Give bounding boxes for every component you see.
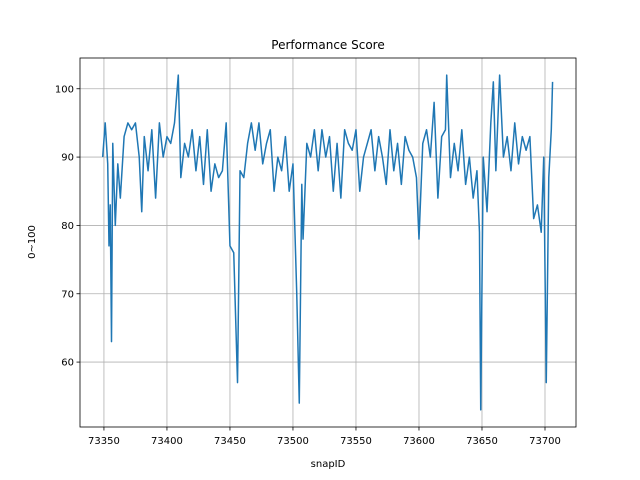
x-tick-label: 73550 — [340, 436, 372, 447]
y-tick-label: 80 — [61, 221, 74, 232]
x-tick-label: 73700 — [529, 436, 561, 447]
line-series — [101, 74, 554, 411]
x-tick-label: 73500 — [277, 436, 309, 447]
chart-title: Performance Score — [271, 38, 384, 52]
plot-frame — [79, 57, 577, 428]
y-tick-label: 90 — [61, 153, 74, 164]
x-tick-label: 73350 — [88, 436, 120, 447]
x-tick-label: 73450 — [214, 436, 246, 447]
y-tick-label: 100 — [55, 84, 74, 95]
x-axis-label: snapID — [311, 459, 346, 470]
y-axis-label: 0~100 — [27, 225, 38, 259]
x-tick-label: 73600 — [403, 436, 435, 447]
x-tick-label: 73400 — [151, 436, 183, 447]
y-tick-label: 60 — [61, 358, 74, 369]
x-tick-label: 73650 — [466, 436, 498, 447]
y-tick-label: 70 — [61, 289, 74, 300]
